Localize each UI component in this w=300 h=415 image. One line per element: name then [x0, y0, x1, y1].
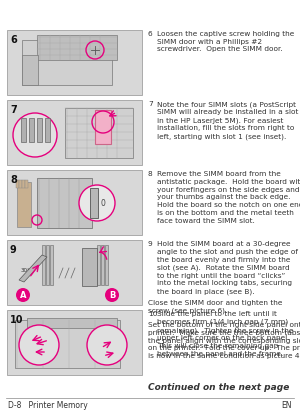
Bar: [22, 40, 112, 85]
Text: 30°: 30°: [20, 268, 30, 273]
Text: 0: 0: [100, 198, 105, 208]
Text: 7: 7: [148, 101, 153, 107]
Text: Note the four SIMM slots (a PostScript
SIMM will already be installed in a slot
: Note the four SIMM slots (a PostScript S…: [157, 101, 298, 139]
Text: Close the SIMM door and tighten the
screw (see picture 6).: Close the SIMM door and tighten the scre…: [148, 300, 282, 314]
Bar: [7, 170, 142, 235]
Text: 8: 8: [10, 175, 17, 185]
Text: Remove the SIMM board from the
antistatic package.  Hold the board with
your for: Remove the SIMM board from the antistati…: [157, 171, 300, 224]
Bar: [22, 55, 38, 85]
Bar: [37, 118, 42, 142]
Circle shape: [79, 185, 115, 221]
Text: 6: 6: [10, 35, 17, 45]
Bar: [7, 310, 142, 375]
Circle shape: [13, 113, 57, 157]
Text: 10: 10: [10, 315, 23, 325]
Circle shape: [87, 325, 127, 365]
Text: 9: 9: [10, 245, 17, 255]
Bar: [46, 245, 49, 285]
Text: Hold the SIMM board at a 30-degree
angle to the slot and push the edge of
the bo: Hold the SIMM board at a 30-degree angle…: [157, 241, 298, 295]
Text: 8: 8: [148, 171, 153, 177]
Circle shape: [16, 288, 30, 302]
Bar: [37, 178, 92, 228]
Bar: [16, 180, 19, 188]
Bar: [7, 100, 142, 165]
Text: D-8   Printer Memory: D-8 Printer Memory: [8, 401, 88, 410]
Text: 10: 10: [148, 311, 158, 317]
Bar: [97, 245, 100, 285]
Circle shape: [19, 325, 59, 365]
Text: Set the bottom of the right side panel onto the
printer.  Make sure the three bo: Set the bottom of the right side panel o…: [148, 322, 300, 359]
Bar: [17, 182, 31, 227]
Bar: [90, 188, 98, 218]
Text: EN: EN: [281, 401, 292, 410]
Bar: [37, 35, 117, 60]
Bar: [95, 110, 111, 144]
Text: Slide the panel to the left until it
becomes firm (1/4 inch gap (7 mm)
remaining: Slide the panel to the left until it bec…: [157, 311, 293, 357]
Text: 7: 7: [10, 105, 17, 115]
Bar: [27, 318, 117, 328]
Bar: [82, 248, 97, 286]
Text: 9: 9: [148, 241, 153, 247]
Polygon shape: [19, 255, 47, 282]
Bar: [65, 108, 133, 158]
Bar: [45, 118, 50, 142]
Bar: [7, 30, 142, 95]
Bar: [42, 245, 45, 285]
Bar: [105, 245, 108, 285]
Bar: [21, 118, 26, 142]
Text: A: A: [20, 290, 26, 300]
Text: Loosen the captive screw holding the
SIMM door with a Phillips #2
screwdriver.  : Loosen the captive screw holding the SIM…: [157, 31, 294, 53]
Bar: [25, 180, 28, 188]
Bar: [19, 180, 22, 188]
Bar: [22, 180, 25, 188]
Bar: [7, 240, 142, 305]
Bar: [29, 118, 34, 142]
Circle shape: [105, 288, 119, 302]
Bar: [101, 245, 104, 285]
Bar: [15, 320, 120, 368]
Text: Continued on the next page: Continued on the next page: [148, 383, 290, 392]
Text: B: B: [109, 290, 115, 300]
Bar: [50, 245, 53, 285]
Text: 6: 6: [148, 31, 153, 37]
